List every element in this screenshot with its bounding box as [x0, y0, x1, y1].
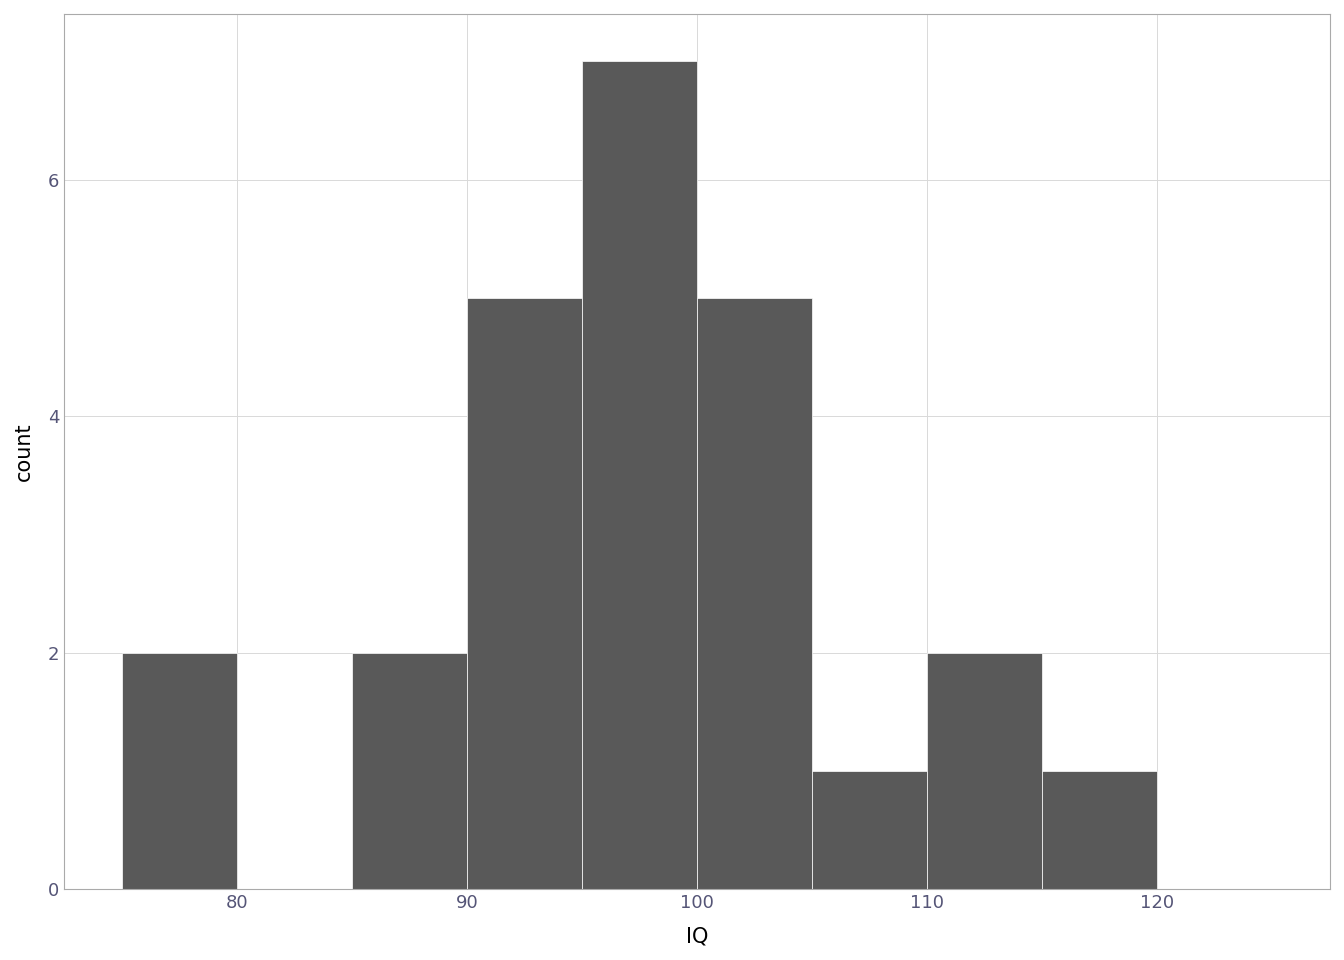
Bar [1043, 771, 1157, 889]
Bar [352, 653, 466, 889]
Bar [466, 298, 582, 889]
Bar [698, 298, 812, 889]
Y-axis label: count: count [13, 422, 34, 481]
Bar [122, 653, 237, 889]
Bar [927, 653, 1043, 889]
Bar [582, 61, 698, 889]
X-axis label: IQ: IQ [685, 926, 708, 947]
Bar [812, 771, 927, 889]
